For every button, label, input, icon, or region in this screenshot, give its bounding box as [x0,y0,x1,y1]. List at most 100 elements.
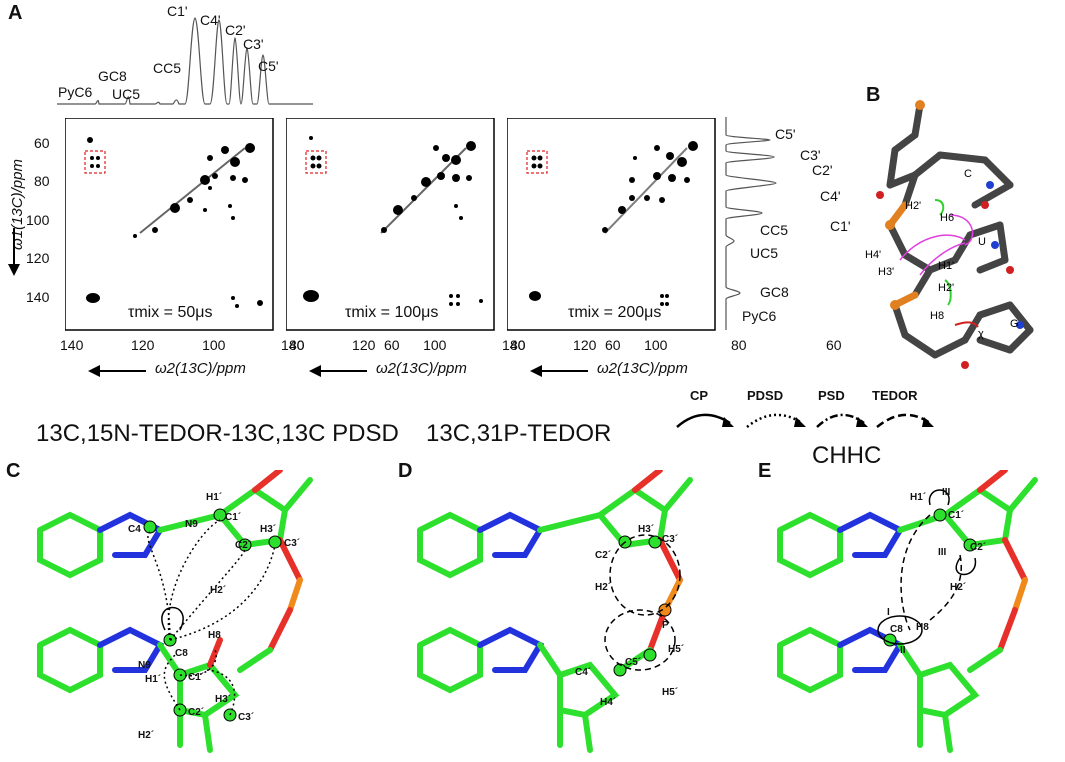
proj-label-gc8: GC8 [98,68,127,84]
y-tick-140: 140 [26,289,50,305]
atom-label: C1´ [225,512,241,523]
chi-angle-label: χ [978,328,984,340]
atom-label: H2´ [138,730,154,741]
y-tick-60: 60 [34,135,50,151]
projection-trace [725,117,777,330]
atom-h4p: H4' [865,249,881,261]
atom-label: H3´ [260,524,276,535]
proj-label-c3: C3' [243,36,264,52]
panel-label-e: E [758,460,772,482]
base-label-g: G [1010,318,1019,330]
psd-arrow [816,413,865,428]
x-ticks-50us: 140 120 100 80 60 [60,337,400,353]
x-tick: 120 [131,337,155,353]
y-tick-100: 100 [26,212,50,228]
atom-label: C1´ [188,672,204,683]
proj-label-pyc6: PyC6 [58,84,93,100]
title-panel-d: 13C,31P-TEDOR [426,420,612,447]
x-tick: 80 [509,337,526,353]
rproj-label-c5: C5' [775,126,796,142]
x-ticks-200us: 140 120 100 80 60 [502,337,842,353]
title-panel-e: CHHC [812,442,882,469]
atom-label: H2´ [950,582,966,593]
atom-label: C3´ [284,538,300,549]
atom-h2p-mid: H2' [938,282,954,294]
atom-label: H2´ [595,582,611,593]
atom-label: C8 [175,648,188,659]
x-tick: 100 [202,337,226,353]
panel-label-d: D [398,460,413,482]
x-tick: 140 [281,337,305,353]
atom-label: N9 [185,519,198,530]
legend-label-psd: PSD [818,388,845,403]
atom-label: C1´ [948,510,964,521]
x-tick: 80 [288,337,305,353]
atom-h8: H8 [930,310,944,322]
atom-label: H3´ [215,694,231,705]
rproj-label-c1: C1' [830,218,851,234]
proj-label-uc5: UC5 [112,86,141,102]
atom-h1p: H1' [938,260,954,272]
atom-label: I [887,607,890,618]
top-projection-spectrum [57,17,313,105]
panel-label-c: C [6,460,21,482]
pdsd-arrow [746,413,803,428]
proj-label-c1: C1' [167,3,188,19]
x-tick: 60 [605,337,621,353]
x-axis-title-3: ω2(13C)/ppm [597,360,688,377]
rproj-label-c3: C3' [800,147,821,163]
atom-label: H5´ [662,687,678,698]
atom-label: C2´ [595,550,611,561]
atom-label: III [938,547,947,558]
rna-3d-structure: C U G H2' H6 H4' H3' H1' H2' H8 χ [865,100,1034,369]
atom-label: III [942,487,951,498]
title-panel-c: 13C,15N-TEDOR-13C,13C PDSD [36,420,399,447]
atom-label: C3´ [662,534,678,545]
spectrum-plot-200us [507,118,716,331]
rproj-label-gc8: GC8 [760,284,789,300]
x-axis-arrow [309,365,367,377]
atom-label: C2´ [188,707,204,718]
proj-label-c4: C4' [200,12,221,28]
atom-label: C3´ [238,712,254,723]
x-tick: 60 [826,337,842,353]
atom-label: H8 [208,630,221,641]
proj-label-cc5: CC5 [153,60,182,76]
atom-label: C5´ [625,657,641,668]
tedor-arrow [876,413,931,428]
x-tick: 120 [573,337,597,353]
y-tick-80: 80 [34,173,50,189]
legend-arrows [676,413,934,428]
atom-label: H1´ [206,492,222,503]
atom-label: II [900,645,906,656]
atom-h2p-top: H2' [905,200,921,212]
spectrum-plot-100us [286,118,495,331]
x-tick: 120 [352,337,376,353]
legend-label-cp: CP [690,388,709,403]
right-projection-spectrum [725,117,777,330]
atom-label: H8 [916,622,929,633]
molecule-panel-d: H3´ C3´ C2´ H2´ P H5´ C5´ C4´ H4´ H5´ [417,470,693,753]
x-axis-arrow [530,365,588,377]
base-label-u: U [978,236,986,248]
x-tick: 140 [502,337,526,353]
rproj-label-cc5: CC5 [760,222,789,238]
mixing-time-200us: τmix = 200μs [568,304,662,321]
atom-label: C2´ [235,540,251,551]
y-axis-arrow [8,228,20,276]
legend-label-pdsd: PDSD [747,388,784,403]
x-tick: 100 [423,337,447,353]
x-tick: 60 [384,337,400,353]
rproj-label-pyc6: PyC6 [742,308,777,324]
dashed-highlight-box [526,150,548,174]
x-axis-title-1: ω2(13C)/ppm [155,360,246,377]
proj-label-c2: C2' [225,22,246,38]
x-axis-arrow [88,365,146,377]
atom-label: H2´ [210,585,226,596]
mixing-time-100us: τmix = 100μs [345,304,439,321]
atom-label: H1´ [145,674,161,685]
mixing-time-50us: τmix = 50μs [128,304,213,321]
atom-label: N9 [138,660,151,671]
atom-label: P [662,620,669,631]
projection-trace [57,17,313,105]
